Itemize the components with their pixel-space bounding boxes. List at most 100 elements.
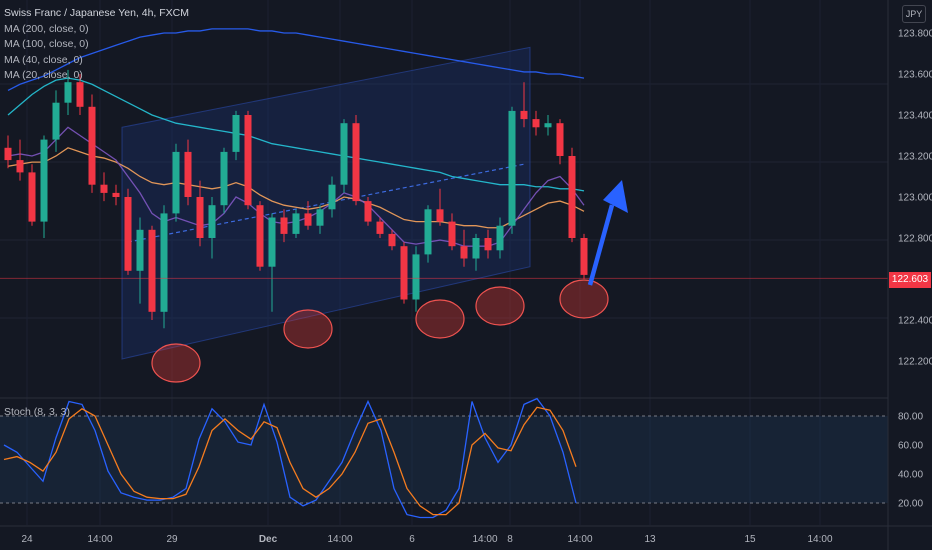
candle-body: [328, 184, 336, 210]
candle: [4, 135, 12, 169]
stoch-band: [0, 416, 888, 503]
stoch-k-line: [3, 397, 577, 519]
stoch-tick-label: 80.00: [898, 412, 923, 423]
candle: [28, 164, 36, 226]
candle: [100, 172, 108, 202]
candle-body: [244, 115, 252, 206]
candle-body: [520, 110, 528, 120]
candle: [52, 90, 60, 152]
ma40-line: [7, 147, 585, 229]
time-tick-label: 14:00: [472, 534, 497, 545]
candle-body: [28, 172, 36, 222]
price-tick-label: 123.200: [898, 152, 932, 163]
time-tick-label: 24: [21, 534, 33, 545]
candle-body: [412, 254, 420, 300]
candle: [448, 213, 456, 251]
swing-low-ellipse: [559, 279, 609, 319]
price-tick-label: 122.800: [898, 234, 932, 245]
price-tick-label: 123.800: [898, 29, 932, 40]
candle: [124, 188, 132, 275]
candle: [340, 119, 348, 193]
grid: [0, 0, 888, 525]
candle: [208, 197, 216, 259]
arrow-head: [603, 180, 628, 213]
candle-body: [292, 213, 300, 234]
indicator-ma40[interactable]: MA (40, close, 0): [4, 53, 83, 66]
candle: [580, 233, 588, 279]
candle: [460, 229, 468, 267]
symbol-title[interactable]: Swiss Franc / Japanese Yen, 4h, FXCM: [4, 7, 190, 19]
candle: [256, 201, 264, 271]
price-tick-label: 123.000: [898, 193, 932, 204]
candle: [352, 115, 360, 206]
candle: [292, 209, 300, 238]
candle-body: [124, 197, 132, 271]
price-tick-label: 122.200: [898, 357, 932, 368]
stoch-tick-label: 60.00: [898, 441, 923, 452]
candle-body: [352, 123, 360, 202]
time-tick-label: Dec: [259, 534, 278, 545]
candle-body: [316, 209, 324, 226]
candle-body: [340, 123, 348, 185]
indicator-ma20[interactable]: MA (20, close, 0): [4, 69, 83, 81]
candle: [220, 147, 228, 214]
time-tick-label: 15: [744, 534, 756, 545]
time-tick-label: 8: [507, 534, 513, 545]
candle-body: [256, 205, 264, 267]
swing-low-ellipse: [475, 286, 525, 326]
candle: [520, 82, 528, 128]
candle: [184, 139, 192, 206]
candle: [40, 135, 48, 238]
time-tick-label: 6: [409, 534, 415, 545]
channel-area: [121, 46, 531, 360]
swing-low-ellipse: [283, 309, 333, 349]
candle-body: [136, 229, 144, 271]
ma200-line: [7, 28, 585, 91]
candle: [472, 233, 480, 271]
candle: [88, 94, 96, 193]
candles: [0, 69, 888, 329]
indicator-ma100[interactable]: MA (100, close, 0): [4, 38, 89, 50]
candle-body: [532, 119, 540, 128]
candle-body: [52, 102, 60, 140]
stoch-indicator-label[interactable]: Stoch (8, 3, 3): [4, 406, 70, 418]
currency-badge[interactable]: JPY: [902, 5, 926, 23]
candle-body: [364, 201, 372, 222]
candle: [532, 110, 540, 136]
last-price-tag: 122.603: [889, 272, 931, 288]
candle: [328, 176, 336, 218]
candle-body: [100, 184, 108, 193]
candle: [496, 217, 504, 259]
candle-body: [196, 197, 204, 238]
candle-body: [460, 246, 468, 259]
candle-body: [16, 160, 24, 173]
candle-body: [448, 221, 456, 247]
candle: [544, 115, 552, 136]
candle: [76, 74, 84, 115]
ma100-line: [7, 77, 585, 192]
candle-body: [4, 147, 12, 161]
time-tick-label: 14:00: [567, 534, 592, 545]
time-tick-label: 29: [166, 534, 178, 545]
candle: [568, 147, 576, 243]
price-tick-label: 123.600: [898, 70, 932, 81]
indicator-ma200[interactable]: MA (200, close, 0): [4, 22, 89, 35]
candle-body: [76, 82, 84, 107]
candle-body: [148, 229, 156, 312]
candle-body: [232, 115, 240, 152]
candle-body: [376, 221, 384, 234]
price-tick-label: 123.400: [898, 111, 932, 122]
price-tick-label: 122.400: [898, 316, 932, 327]
candle-body: [544, 123, 552, 128]
candle-body: [472, 238, 480, 259]
candle: [364, 197, 372, 226]
candle-body: [556, 123, 564, 156]
candle: [376, 217, 384, 238]
swing-low-ellipse: [415, 299, 465, 339]
candle-body: [400, 246, 408, 300]
candle-body: [484, 238, 492, 251]
candle-body: [508, 110, 516, 226]
candle-body: [424, 209, 432, 255]
